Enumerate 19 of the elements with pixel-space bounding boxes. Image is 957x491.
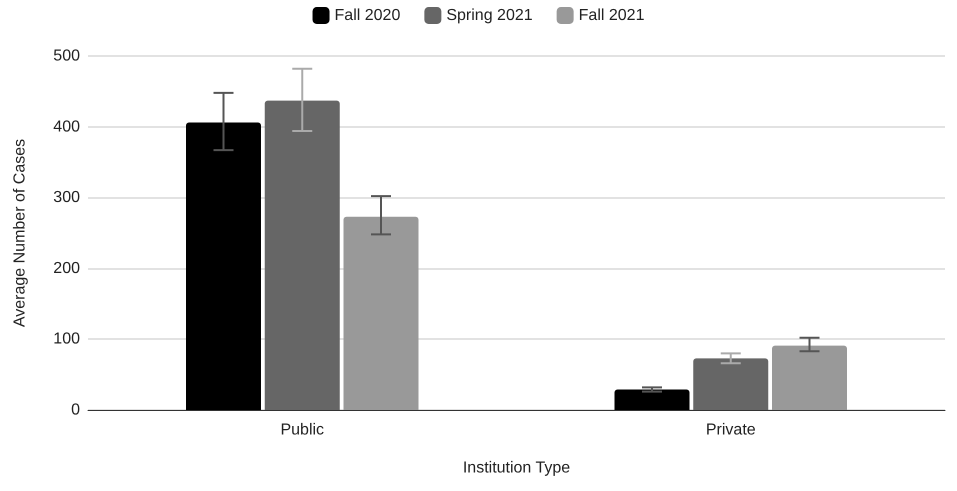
bar xyxy=(344,216,418,410)
y-tick-label: 200 xyxy=(53,260,80,277)
bar xyxy=(693,358,768,410)
y-tick-label: 500 xyxy=(53,48,80,64)
legend-label: Fall 2021 xyxy=(578,7,645,24)
legend-label: Spring 2021 xyxy=(446,7,533,24)
y-tick-label: 400 xyxy=(53,118,80,136)
bar xyxy=(772,346,847,410)
y-axis-title: Average Number of Cases xyxy=(12,138,28,328)
y-tick-label: 300 xyxy=(53,189,80,206)
x-tick-label: Public xyxy=(280,422,324,438)
bar xyxy=(614,389,690,410)
y-tick-label: 100 xyxy=(53,330,80,348)
legend-label: Fall 2020 xyxy=(334,7,400,24)
x-axis-title: Institution Type xyxy=(462,460,570,476)
x-tick-label: Private xyxy=(706,422,756,438)
bar xyxy=(186,122,261,410)
y-tick-label: 0 xyxy=(71,402,80,418)
bar xyxy=(264,100,340,410)
